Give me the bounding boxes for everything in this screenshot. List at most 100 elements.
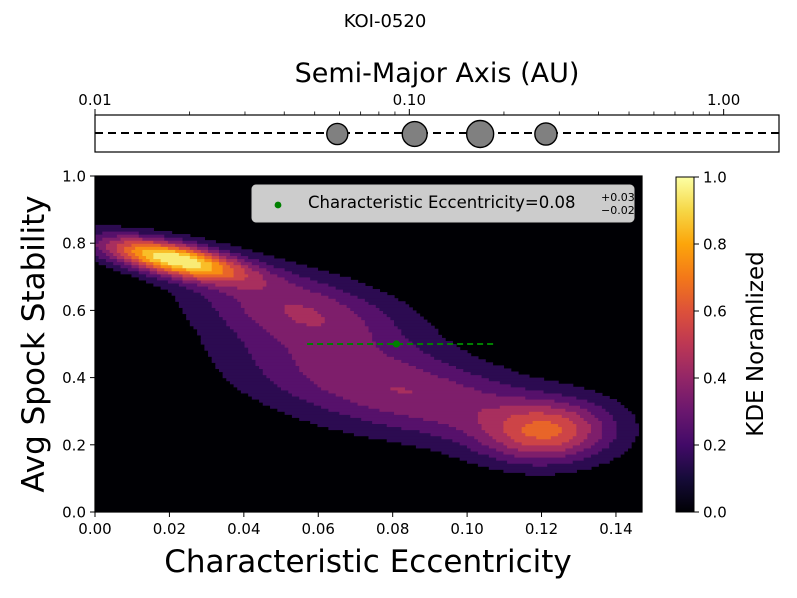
kde-contour-band — [390, 316, 424, 321]
kde-contour-band — [423, 368, 464, 373]
kde-contour-band — [463, 368, 512, 373]
kde-contour-band — [601, 429, 618, 434]
kde-contour-band — [229, 249, 253, 253]
kde-contour-band — [124, 246, 136, 250]
kde-contour-band — [576, 432, 588, 437]
colorbar-tick-label: 0.4 — [703, 370, 727, 388]
colorbar-tick-label: 0.8 — [703, 236, 727, 254]
kde-contour-band — [262, 325, 370, 330]
kde-contour-band — [229, 264, 242, 269]
kde-contour-band — [521, 441, 563, 446]
kde-contour-band — [262, 371, 304, 376]
kde-contour-band — [372, 420, 439, 425]
kde-contour-band — [160, 264, 173, 269]
kde-contour-band — [178, 246, 191, 250]
kde-contour-band — [499, 380, 559, 385]
kde-contour-band — [306, 398, 351, 403]
kde-contour-band — [346, 304, 377, 308]
kde-contour-band — [572, 435, 588, 440]
kde-contour-band — [481, 441, 505, 446]
kde-contour-band — [182, 240, 198, 244]
kde-contour-band — [507, 432, 526, 437]
kde-contour-band — [237, 258, 246, 263]
kde-contour-band — [295, 282, 329, 287]
kde-contour-band — [456, 426, 483, 431]
kde-contour-band — [142, 237, 165, 241]
kde-contour-band — [95, 230, 103, 235]
kde-contour-band — [590, 411, 610, 415]
kde-contour-band — [572, 460, 610, 464]
kde-contour-band — [200, 292, 227, 296]
kde-contour-band — [197, 240, 216, 244]
kde-contour-band — [102, 230, 140, 235]
kde-contour-band — [146, 273, 162, 278]
kde-contour-band — [284, 310, 319, 315]
planet-marker — [465, 119, 495, 149]
kde-contour-band — [616, 426, 639, 431]
kde-contour-band — [477, 417, 508, 421]
kde-contour-band — [612, 414, 636, 418]
kde-contour-band — [401, 426, 457, 431]
kde-contour-band — [259, 264, 275, 269]
kde-contour-band — [95, 255, 100, 260]
kde-contour-band — [350, 398, 556, 403]
legend-box — [251, 184, 635, 223]
kde-contour-band — [587, 408, 607, 412]
kde-contour-band — [204, 295, 235, 299]
kde-contour-band — [368, 328, 402, 333]
kde-contour-band — [488, 432, 508, 437]
kde-contour-band — [244, 307, 286, 311]
kde-contour-band — [208, 353, 253, 357]
kde-contour-band — [116, 234, 140, 238]
kde-contour-band — [532, 420, 552, 425]
kde-contour-band — [266, 328, 370, 333]
kde-contour-band — [193, 249, 202, 253]
kde-contour-band — [510, 435, 537, 440]
kde-contour-band — [98, 255, 111, 260]
kde-contour-band — [266, 279, 289, 284]
kde-contour-band — [496, 457, 585, 461]
kde-contour-band — [153, 264, 162, 269]
kde-contour-band — [601, 432, 618, 437]
kde-contour-band — [437, 374, 483, 379]
kde-contour-band — [412, 340, 453, 345]
kde-contour-band — [160, 285, 187, 290]
kde-contour-band — [193, 273, 235, 278]
kde-contour-band — [357, 295, 395, 299]
colorbar-gradient — [675, 176, 695, 513]
kde-contour-band — [441, 359, 486, 363]
kde-contour-band — [561, 429, 577, 434]
kde-contour-band — [302, 371, 432, 376]
kde-contour-band — [273, 334, 373, 339]
kde-contour-band — [361, 417, 424, 421]
kde-contour-band — [372, 337, 410, 342]
kde-contour-band — [171, 292, 202, 296]
kde-contour-band — [284, 304, 304, 308]
kde-contour-band — [481, 389, 545, 394]
kde-contour-band — [251, 353, 293, 357]
kde-contour-band — [186, 249, 195, 253]
kde-contour-band — [536, 435, 552, 440]
kde-contour-band — [189, 252, 198, 257]
kde-contour-band — [470, 371, 519, 376]
kde-contour-band — [167, 240, 184, 244]
kde-contour-band — [350, 414, 410, 418]
kde-contour-band — [306, 322, 322, 327]
kde-contour-band — [95, 252, 107, 257]
kde-contour-band — [306, 374, 439, 379]
kde-contours — [95, 224, 639, 476]
kde-contour-band — [251, 395, 300, 400]
kde-contour-band — [270, 270, 293, 275]
kde-contour-band — [313, 307, 351, 311]
kde-contour-band — [299, 365, 417, 370]
kde-contour-band — [394, 319, 428, 324]
kde-contour-band — [197, 276, 246, 281]
kde-contour-band — [218, 255, 227, 260]
kde-contour-band — [576, 411, 592, 415]
kde-contour-band — [153, 252, 180, 257]
kde-contour-band — [182, 307, 216, 311]
colorbar-tick-label: 0.2 — [703, 437, 727, 455]
kde-contour-band — [215, 307, 246, 311]
x-tick-label: 0.00 — [78, 520, 111, 538]
kde-contour-band — [182, 276, 198, 281]
